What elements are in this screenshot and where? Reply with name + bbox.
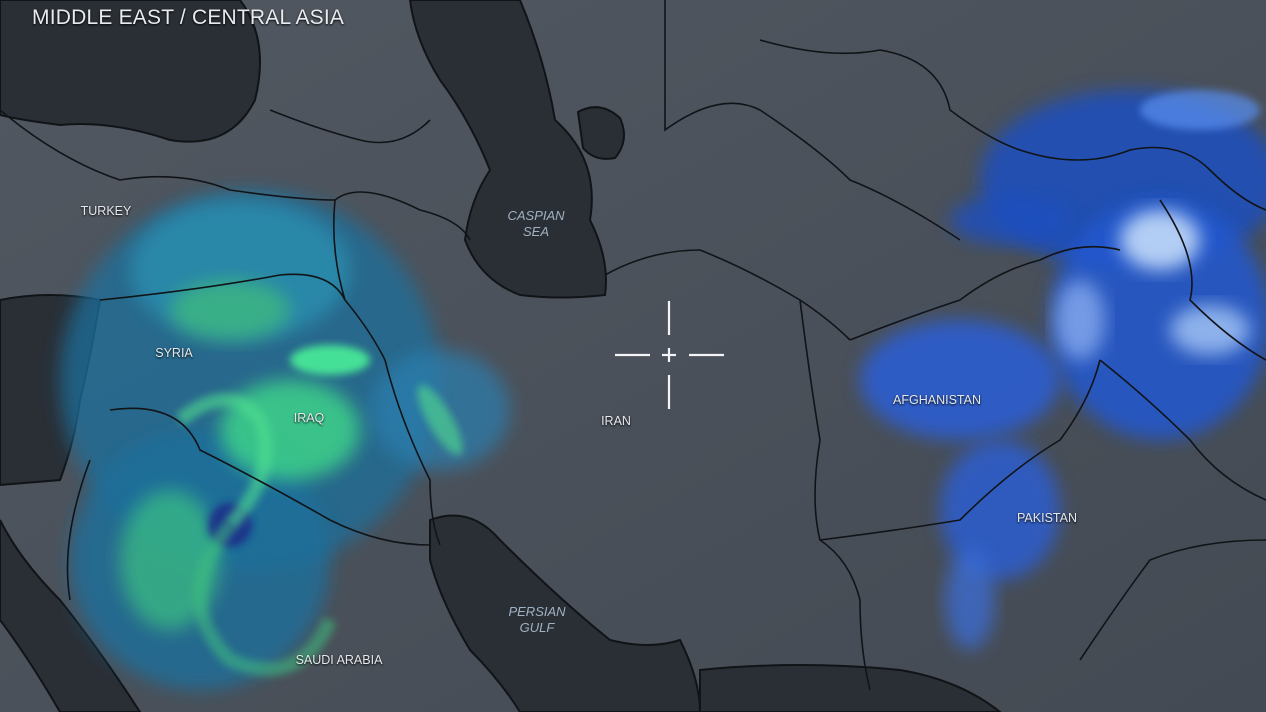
crosshair-icon[interactable] <box>615 301 724 409</box>
label-iraq: IRAQ <box>293 411 325 425</box>
label-saudi-arabia: SAUDI ARABIA <box>295 653 383 667</box>
caspian-line1: CASPIAN <box>507 208 565 223</box>
map-title: MIDDLE EAST / CENTRAL ASIA <box>32 6 345 29</box>
precip-east <box>860 90 1266 650</box>
label-caspian-sea: CASPIAN SEA <box>507 208 564 240</box>
caspian-sea <box>408 0 607 299</box>
black-sea <box>0 0 261 143</box>
label-syria: SYRIA <box>155 346 193 360</box>
label-turkey: TURKEY <box>80 204 132 218</box>
label-pakistan: PAKISTAN <box>1017 511 1077 525</box>
label-iran: IRAN <box>601 414 631 428</box>
aral-sea <box>576 106 625 160</box>
precip-west <box>60 190 510 690</box>
caspian-line2: SEA <box>522 224 550 239</box>
persian-gulf <box>429 514 702 712</box>
gulf-line2: GULF <box>519 620 555 635</box>
label-afghanistan: AFGHANISTAN <box>893 393 981 407</box>
arabian-sea <box>699 664 1002 712</box>
gulf-line1: PERSIAN <box>508 604 566 619</box>
country-borders <box>0 0 1266 691</box>
red-sea <box>0 519 142 712</box>
label-persian-gulf: PERSIAN GULF <box>508 604 565 636</box>
